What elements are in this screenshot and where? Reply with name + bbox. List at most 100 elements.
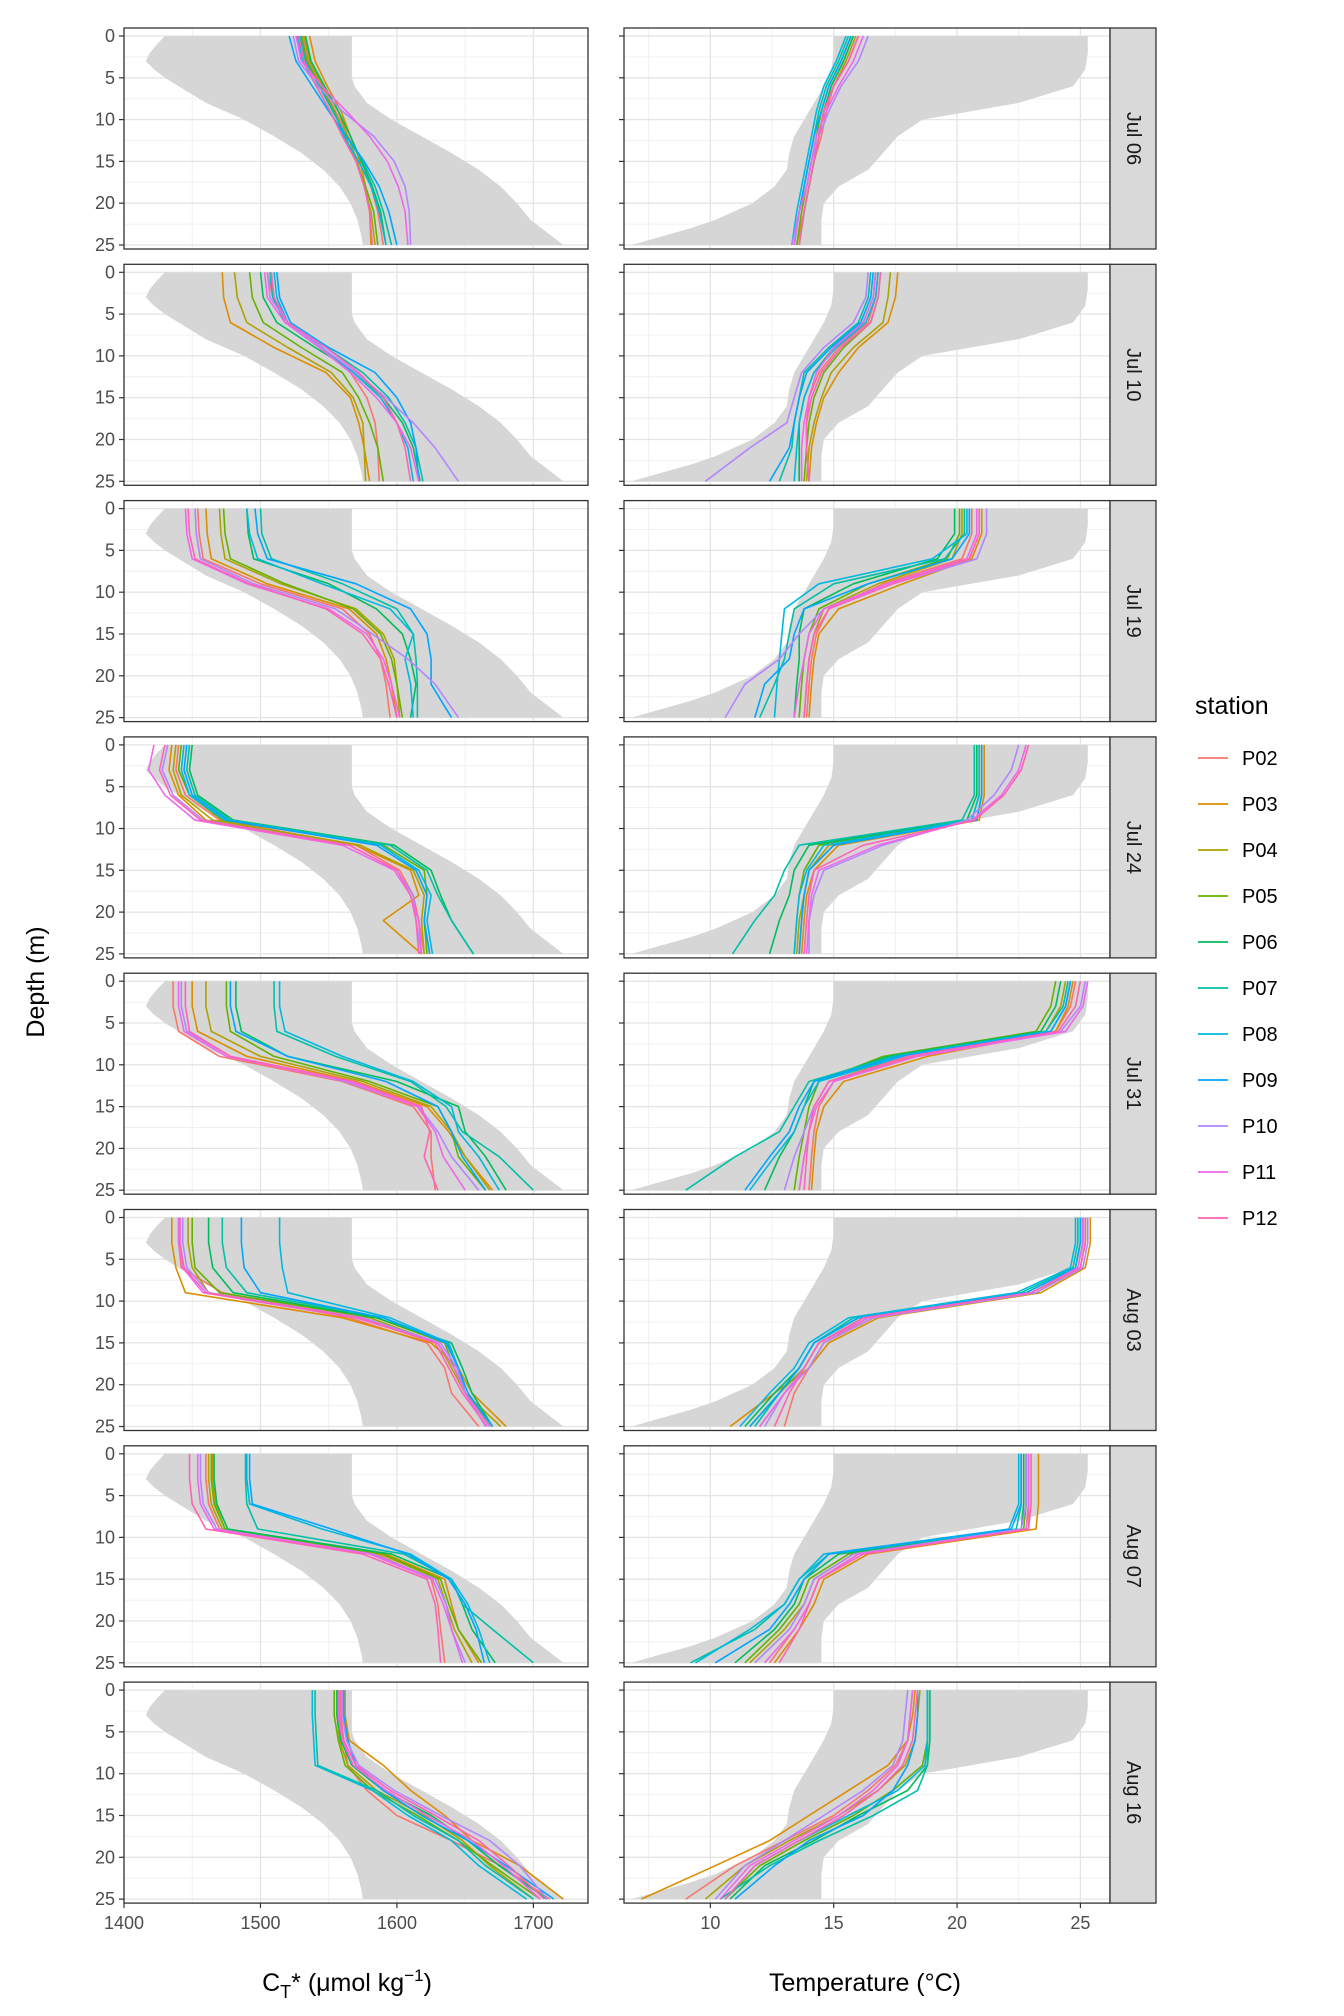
profile-line-p11 [719, 1690, 914, 1900]
panel-border [123, 499, 589, 723]
x-tick-label: 10 [700, 1913, 720, 1933]
legend-key [1195, 928, 1231, 958]
facet-grid: 0 5 10 15 20 25 Jul 06 0 5 10 15 20 25 Jul 10 0 5 10 15 20… [95, 26, 1157, 1933]
legend-item-p08: P08 [1195, 1020, 1278, 1050]
profile-line-p04 [233, 272, 367, 482]
profile-line-p11 [263, 272, 420, 482]
panel: 10 15 20 25 [619, 1681, 1111, 1933]
legend-key [1195, 1020, 1231, 1050]
range-ribbon [631, 272, 1088, 482]
profile-line-p03 [344, 1690, 564, 1900]
range-ribbon [145, 1453, 564, 1663]
profile-line-p12 [338, 1690, 545, 1900]
profile-line-p08 [246, 508, 415, 718]
legend-item-p04: P04 [1195, 836, 1278, 866]
facet-strip: Aug 03 [1109, 1208, 1157, 1432]
legend-item-p11: P11 [1195, 1158, 1276, 1188]
y-tick-label: 25 [95, 944, 115, 964]
profile-line-p12 [187, 508, 398, 718]
legend-label: P06 [1242, 932, 1278, 954]
profile-line-p03 [211, 1453, 480, 1664]
x-tick-label: 1400 [104, 1913, 144, 1933]
y-tick-label: 5 [105, 777, 115, 797]
range-ribbon [631, 508, 1088, 718]
y-tick-label: 0 [105, 262, 115, 282]
profile-line-p03 [171, 1217, 507, 1428]
y-tick-label: 10 [95, 1055, 115, 1075]
legend-item-p03: P03 [1195, 790, 1278, 820]
panel: 0 5 10 15 20 25 [95, 971, 589, 1200]
y-tick-label: 25 [95, 471, 115, 491]
profile-line-p12 [798, 35, 860, 246]
legend-item-p10: P10 [1195, 1112, 1278, 1142]
facet-strip: Jul 06 [1109, 27, 1157, 250]
legend-label: P03 [1242, 794, 1278, 816]
y-tick-label: 15 [95, 1569, 115, 1589]
profile-line-p05 [300, 35, 379, 246]
profile-line-p11 [793, 35, 865, 246]
profile-line-p11 [805, 744, 1027, 954]
strip-background [1109, 1208, 1157, 1432]
panel: 0 5 10 15 20 25 [95, 26, 589, 255]
profile-line-p07 [685, 981, 1069, 1191]
profile-line-p07 [259, 508, 419, 718]
profile-line-p12 [803, 744, 1030, 954]
x-tick-label: 1700 [513, 1913, 553, 1933]
profile-line-p04 [187, 1217, 502, 1428]
strip-background [1109, 1681, 1157, 1904]
panel [619, 27, 1111, 250]
profile-line-p11 [147, 744, 423, 954]
profile-line-p09 [734, 1690, 919, 1900]
y-tick-label: 0 [105, 735, 115, 755]
y-tick-label: 0 [105, 1208, 115, 1228]
profile-line-p06 [768, 744, 978, 955]
x-tick-label: 25 [1070, 1913, 1090, 1933]
facet-strip: Jul 31 [1109, 972, 1157, 1195]
profile-line-p06 [246, 508, 417, 718]
legend-key [1195, 1204, 1231, 1234]
legend-label: P09 [1242, 1070, 1278, 1092]
profile-line-p07 [244, 1453, 534, 1664]
profile-line-p09 [276, 272, 420, 482]
legend-key [1195, 744, 1231, 774]
y-tick-label: 25 [95, 1653, 115, 1673]
x-title-star: * (μmol kg [291, 1969, 404, 1997]
y-tick-label: 20 [95, 193, 115, 213]
profile-line-p06 [213, 1453, 496, 1664]
y-tick-label: 15 [95, 388, 115, 408]
panel [619, 972, 1111, 1195]
profile-line-p11 [764, 1453, 1030, 1664]
profile-line-p10 [754, 1453, 1027, 1664]
profile-line-p11 [798, 981, 1089, 1191]
profile-line-p09 [798, 744, 983, 954]
profile-line-p09 [229, 981, 487, 1191]
panel [619, 1208, 1111, 1432]
profile-line-p05 [248, 272, 385, 482]
x-axis-title-temperature: Temperature (°C) [769, 1969, 961, 1997]
strip-label: Aug 03 [1122, 1288, 1144, 1351]
panel: 0 5 10 15 20 25 [95, 1444, 589, 1673]
y-tick-label: 0 [105, 1444, 115, 1464]
profile-line-p06 [304, 35, 387, 246]
strip-background [1109, 263, 1157, 486]
panel [619, 263, 1111, 486]
profile-line-p03 [221, 272, 371, 482]
panel: 0 5 10 15 20 25 [95, 499, 589, 728]
facet-strip: Jul 10 [1109, 263, 1157, 486]
y-tick-label: 10 [95, 110, 115, 130]
panel [619, 1445, 1111, 1668]
x-tick-label: 1500 [240, 1913, 280, 1933]
facet-row: 0 5 10 15 20 25 Aug 07 [95, 1444, 1157, 1673]
profile-line-p04 [172, 744, 426, 954]
facet-strip: Jul 24 [1109, 736, 1157, 959]
y-tick-label: 5 [105, 1722, 115, 1742]
panel [619, 736, 1111, 959]
panel: 0 5 10 15 20 25 1400 1500 1600 1700 [95, 1680, 589, 1933]
profile-line-p08 [278, 981, 500, 1191]
y-tick-label: 10 [95, 1527, 115, 1547]
profile-line-p03 [640, 1690, 916, 1900]
legend-key [1195, 1066, 1231, 1096]
legend-title: station [1195, 692, 1269, 720]
y-tick-label: 10 [95, 582, 115, 602]
